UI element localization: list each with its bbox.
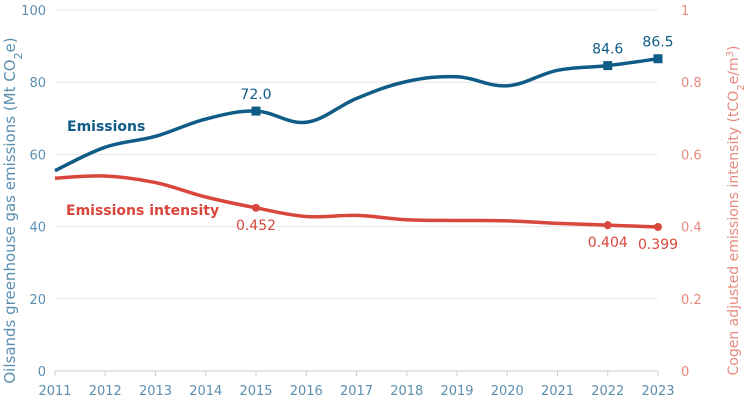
intensity-marker xyxy=(654,222,662,231)
right-axis-title-main: Cogen adjusted emissions intensity (tCO xyxy=(726,91,742,376)
right-axis-title: Cogen adjusted emissions intensity (tCO2… xyxy=(725,45,747,375)
left-tick-label: 100 xyxy=(21,4,46,19)
x-tick-label: 2022 xyxy=(591,384,624,399)
emissions-data-label: 86.5 xyxy=(642,35,673,51)
right-axis-title-end: ) xyxy=(726,45,742,50)
x-tick-label: 2016 xyxy=(290,384,323,399)
left-axis: 0 20 40 60 80 100 xyxy=(21,4,46,380)
x-tick-label: 2011 xyxy=(38,384,71,399)
grid xyxy=(55,9,658,372)
x-tick-label: 2013 xyxy=(139,384,172,399)
series-layer: 72.0 84.6 86.5 0.452 0.404 0.399 xyxy=(54,35,678,253)
emissions-data-label: 72.0 xyxy=(240,87,271,103)
emissions-marker xyxy=(251,106,261,116)
emissions-line xyxy=(54,57,659,173)
right-axis: 0 0.2 0.4 0.6 0.8 1 xyxy=(681,4,702,380)
intensity-line xyxy=(54,174,659,229)
right-tick-label: 0.6 xyxy=(681,148,702,163)
left-axis-title-main: Oilsands greenhouse gas emissions (Mt CO xyxy=(1,59,19,383)
emissions-marker xyxy=(603,61,613,71)
left-tick-label: 40 xyxy=(29,221,46,236)
intensity-marker xyxy=(252,203,260,212)
x-tick-label: 2018 xyxy=(390,384,423,399)
x-axis: 2011 2012 2013 2014 2015 2016 2017 2018 2019 2020… xyxy=(38,371,675,399)
left-axis-title: Oilsands greenhouse gas emissions (Mt CO… xyxy=(1,37,25,383)
x-tick-label: 2012 xyxy=(89,384,122,399)
x-tick-label: 2020 xyxy=(491,384,524,399)
right-axis-title-mid: e/m xyxy=(726,57,742,84)
x-tick-label: 2015 xyxy=(239,384,272,399)
x-tick-label: 2014 xyxy=(189,384,222,399)
x-tick-label: 2023 xyxy=(641,384,674,399)
intensity-data-label: 0.404 xyxy=(588,235,628,251)
right-tick-label: 0.2 xyxy=(681,293,702,308)
left-axis-title-end: e) xyxy=(1,37,19,52)
right-axis-title-sub: 2 xyxy=(736,84,747,90)
left-tick-label: 60 xyxy=(29,148,46,163)
intensity-marker xyxy=(603,221,612,230)
x-tick-label: 2019 xyxy=(440,384,473,399)
x-tick-label: 2021 xyxy=(541,384,574,399)
emissions-series-label: Emissions xyxy=(67,119,145,135)
x-tick-label: 2017 xyxy=(340,384,373,399)
left-tick-label: 80 xyxy=(29,76,46,91)
right-axis-title-sup: 3 xyxy=(725,51,736,57)
right-tick-label: 0.4 xyxy=(681,221,702,236)
left-axis-title-sub: 2 xyxy=(12,52,25,59)
emissions-marker xyxy=(653,54,663,64)
emissions-data-label: 84.6 xyxy=(592,42,623,58)
right-tick-label: 1 xyxy=(681,4,689,19)
intensity-data-label: 0.399 xyxy=(638,237,678,253)
intensity-data-label: 0.452 xyxy=(236,218,276,234)
right-tick-label: 0 xyxy=(681,365,689,380)
left-tick-label: 0 xyxy=(38,365,46,380)
intensity-series-label: Emissions intensity xyxy=(66,203,219,219)
left-tick-label: 20 xyxy=(29,293,46,308)
right-tick-label: 0.8 xyxy=(681,76,702,91)
